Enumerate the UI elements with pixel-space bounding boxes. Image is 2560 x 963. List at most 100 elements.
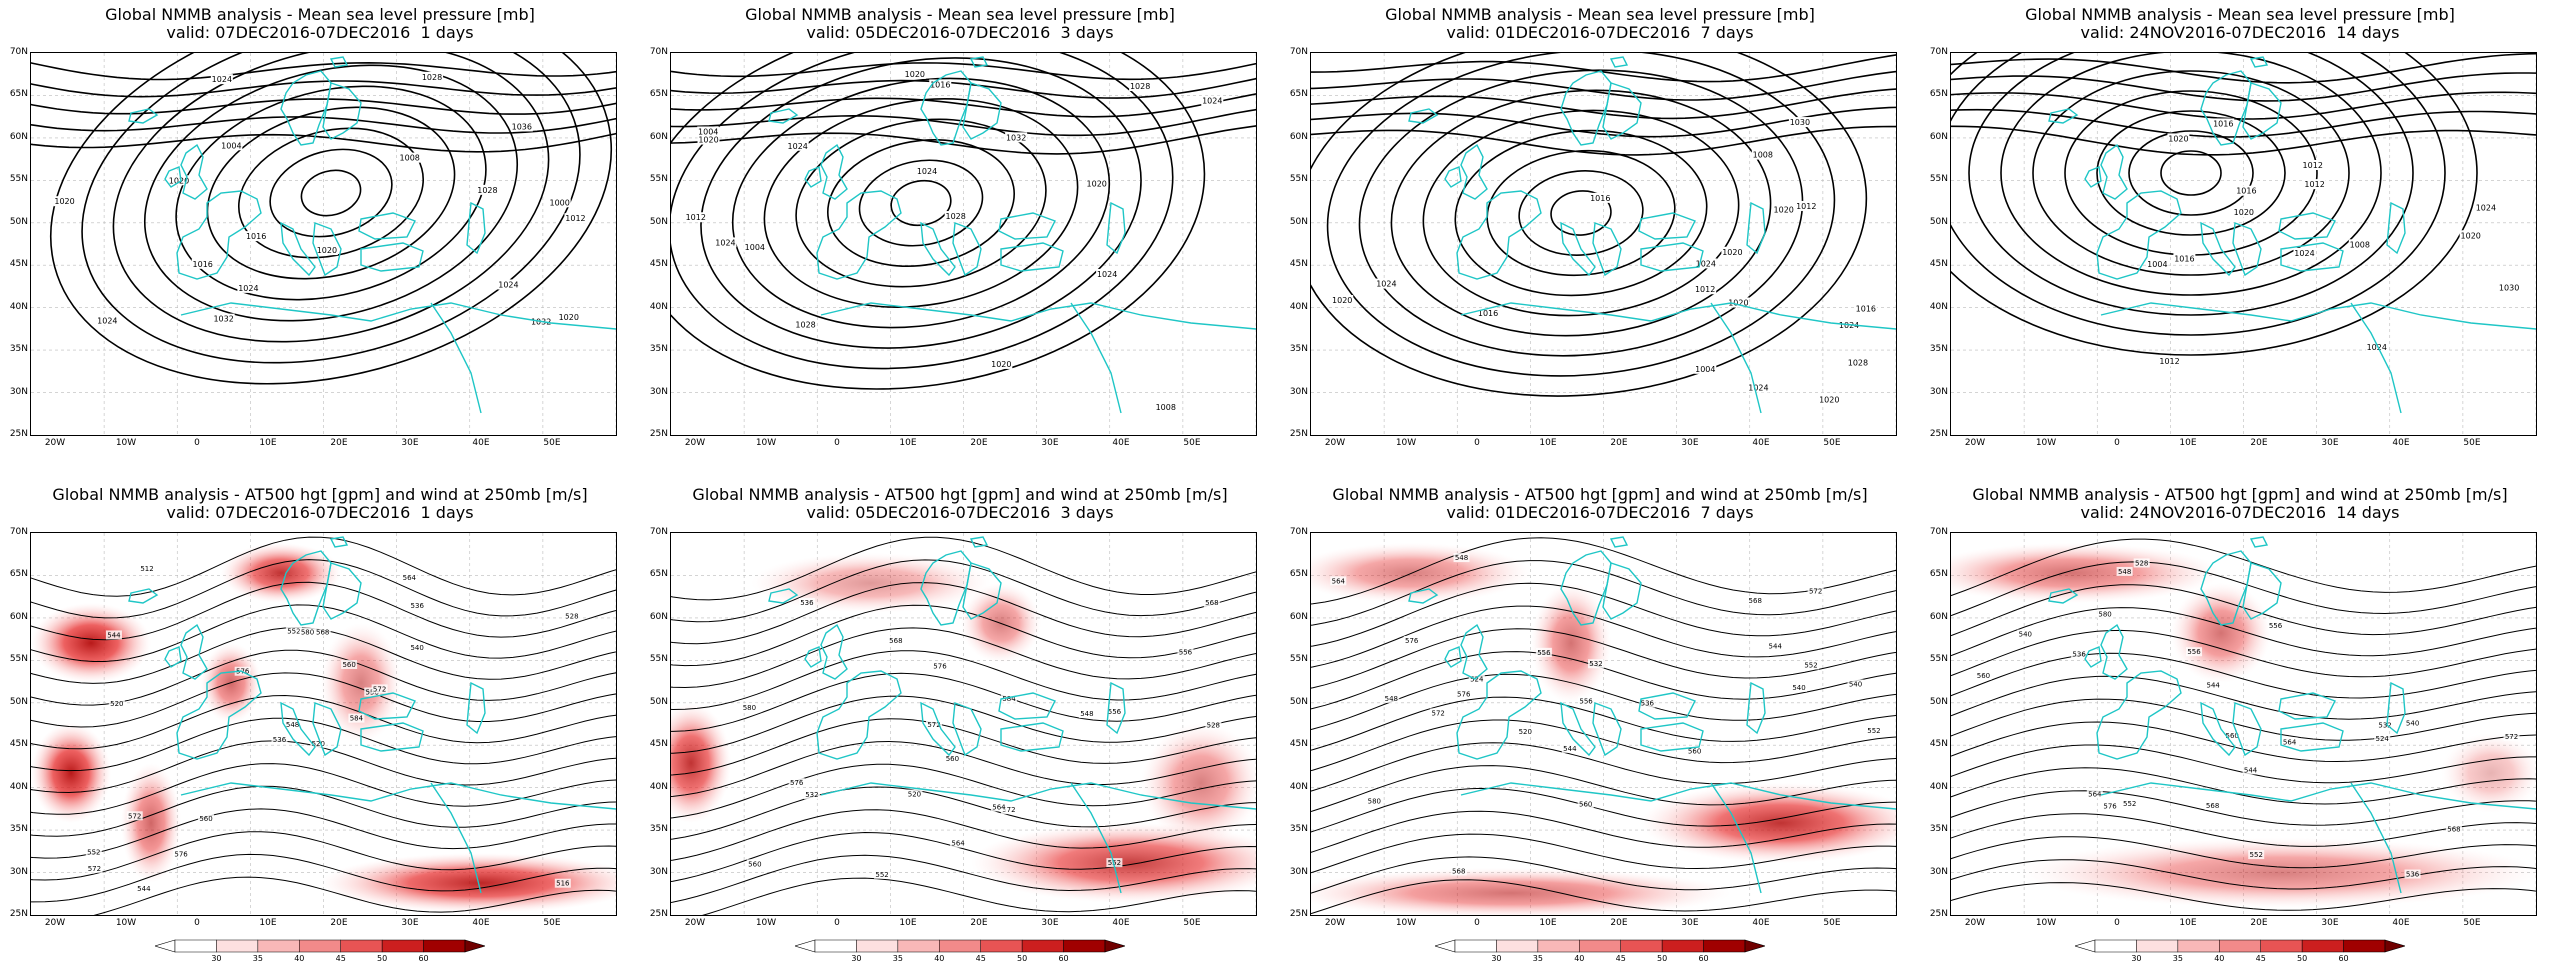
height-label: 532	[2377, 720, 2394, 730]
coastline	[804, 166, 822, 188]
latitude-label: 25N	[9, 429, 28, 439]
latitude-label: 60N	[9, 611, 28, 622]
colorbar-label: 40	[1574, 954, 1585, 963]
svg-text:1024: 1024	[1748, 384, 1768, 393]
isobar-label: 1020	[53, 196, 76, 207]
colorbar-segment	[2219, 939, 2261, 953]
height-label: 552	[285, 626, 302, 636]
height-label: 516	[554, 878, 571, 888]
coastline	[2232, 222, 2262, 277]
latitude-label: 60N	[649, 131, 668, 142]
jet-wind-shading	[1311, 868, 1731, 915]
coastline	[816, 190, 902, 280]
svg-text:1020: 1020	[1722, 248, 1742, 257]
isobar	[1951, 53, 2446, 336]
longitude-label: 0	[2114, 438, 2120, 448]
height-label: 540	[2404, 718, 2421, 728]
height-label: 568	[1203, 598, 1220, 608]
latitude-label: 45N	[9, 739, 28, 750]
svg-text:524: 524	[2375, 735, 2389, 743]
latitude-label: 55N	[9, 654, 28, 665]
height-label: 552	[2121, 798, 2138, 808]
coastline	[2249, 56, 2269, 68]
colorbar-wrap	[1433, 938, 1767, 953]
isobar	[1311, 125, 1896, 156]
height-label: 536	[271, 735, 288, 745]
slp-map-panel: Global NMMB analysis - Mean sea level pr…	[0, 0, 640, 480]
coastline	[952, 222, 982, 277]
longitude-label: 20E	[330, 438, 348, 448]
height-label: 584	[348, 713, 365, 723]
longitude-label: 50E	[1183, 438, 1201, 448]
longitude-label: 0	[834, 918, 840, 928]
isobar-label: 1016	[2235, 185, 2258, 196]
coastline	[164, 166, 182, 188]
coastline	[2200, 221, 2236, 277]
height-contour	[1311, 605, 1896, 668]
isobar-label: 1030	[2498, 282, 2521, 293]
svg-text:1020: 1020	[317, 246, 337, 255]
coastline	[2048, 108, 2079, 124]
colorbar-segment	[174, 939, 217, 953]
height-label: 540	[409, 643, 426, 653]
svg-text:536: 536	[2406, 871, 2420, 879]
isobar-label: 1020	[2232, 207, 2255, 218]
z500-map-panel: Global NMMB analysis - AT500 hgt [gpm] a…	[0, 480, 640, 963]
panel-title: Global NMMB analysis - Mean sea level pr…	[2025, 5, 2455, 24]
longitude-label: 20E	[970, 918, 988, 928]
height-label: 560	[1686, 746, 1703, 756]
svg-text:1036: 1036	[512, 122, 532, 131]
longitude-label: 20W	[684, 918, 706, 928]
isobar-label: 1024	[497, 279, 520, 290]
height-contour	[671, 854, 1256, 903]
height-contour	[93, 876, 616, 915]
coastline	[1456, 190, 1542, 280]
isobar	[1311, 53, 1868, 397]
height-label: 552	[874, 869, 891, 879]
height-label: 580	[299, 627, 316, 637]
isobar	[143, 64, 519, 322]
height-contour	[1951, 767, 2536, 805]
isobar	[1486, 149, 1676, 277]
height-label: 548	[1383, 693, 1400, 703]
latitude-label: 70N	[9, 527, 28, 537]
height-contour	[1951, 629, 2536, 678]
colorbar-label: 60	[418, 954, 429, 963]
jet-wind-shading	[1141, 723, 1256, 843]
svg-text:1004: 1004	[1695, 365, 1715, 374]
isobar-label: 1020	[557, 312, 580, 323]
coastline	[176, 190, 262, 280]
svg-text:580: 580	[2098, 610, 2111, 618]
isobar-label: 1004	[743, 241, 766, 252]
height-label: 552	[1865, 726, 1882, 736]
height-label: 552	[1106, 858, 1123, 868]
jet-wind-shading	[1311, 543, 1531, 603]
longitude-label: 20E	[970, 438, 988, 448]
longitude-label: 20W	[684, 438, 706, 448]
svg-text:552: 552	[2123, 800, 2136, 808]
latitude-label: 70N	[1289, 527, 1308, 537]
isobar	[300, 169, 362, 217]
svg-text:560: 560	[1688, 747, 1701, 755]
height-label: 580	[741, 703, 758, 713]
svg-text:1020: 1020	[991, 360, 1011, 369]
coastline	[2242, 82, 2282, 140]
height-label: 520	[1517, 727, 1534, 737]
height-label: 568	[887, 635, 904, 645]
svg-text:572: 572	[1002, 806, 1015, 814]
longitude-label: 10W	[1395, 438, 1417, 448]
svg-text:568: 568	[1452, 867, 1465, 875]
colorbar-label: 35	[252, 954, 263, 963]
longitude-label: 0	[194, 918, 200, 928]
isobar-label: 1004	[697, 126, 720, 137]
isobar-label: 1016	[245, 231, 268, 242]
map-canvas: 1012 1016 1020 1024 1004 1008 1012 1016 1020 1024…	[1951, 53, 2536, 435]
coastline	[180, 302, 616, 330]
svg-text:576: 576	[2103, 803, 2117, 811]
coastline	[2096, 670, 2182, 760]
height-label: 564	[2281, 737, 2298, 747]
coastline	[969, 56, 989, 68]
isobar-label: 1012	[1795, 200, 1818, 211]
isobar-label: 1004	[220, 140, 243, 151]
height-contour	[1951, 607, 2536, 657]
